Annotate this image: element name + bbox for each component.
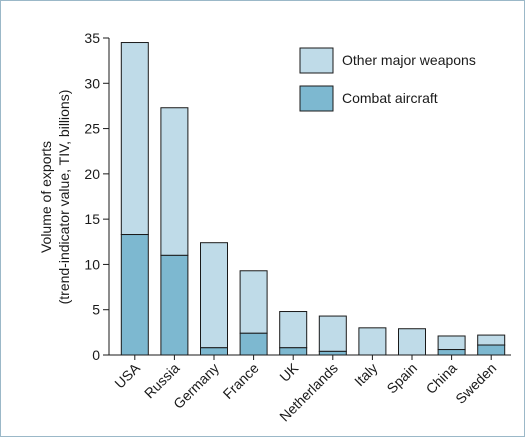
y-tick-label: 30 <box>84 75 100 91</box>
x-tick-label: Sweden <box>452 360 499 407</box>
legend: Other major weapons Combat aircraft <box>299 47 476 112</box>
y-tick-label: 15 <box>84 211 100 227</box>
bar-combat-aircraft <box>160 254 189 356</box>
bar-other-major-weapons <box>160 107 189 256</box>
x-tick-label: Italy <box>351 360 380 389</box>
bar-other-major-weapons <box>437 335 466 351</box>
bar-combat-aircraft <box>437 349 466 356</box>
y-tick-label: 5 <box>92 302 100 318</box>
y-axis-title-line1: Volume of exports <box>38 141 54 253</box>
y-tick-label: 0 <box>92 347 100 363</box>
x-tick-label: China <box>423 360 460 397</box>
bar-other-major-weapons <box>120 42 149 236</box>
y-tick-label: 35 <box>84 30 100 46</box>
x-tick-label: France <box>220 360 262 402</box>
bar-other-major-weapons <box>398 328 426 356</box>
legend-label: Combat aircraft <box>342 90 438 106</box>
y-tick-label: 20 <box>84 166 100 182</box>
legend-swatch <box>299 47 334 74</box>
legend-label: Other major weapons <box>342 52 476 68</box>
x-tick-label: USA <box>111 359 143 391</box>
bars <box>120 42 506 356</box>
bar-combat-aircraft <box>239 332 268 356</box>
bar-other-major-weapons <box>200 242 228 349</box>
bar-combat-aircraft <box>318 350 347 356</box>
y-tick-labels: 0 5 10 15 20 25 30 35 <box>84 30 100 363</box>
bar-other-major-weapons <box>358 327 387 356</box>
y-axis-title-line2: (trend-indicator value, TIV, billions) <box>56 90 72 305</box>
x-tick-label: Spain <box>383 360 420 397</box>
bar-combat-aircraft <box>120 234 149 356</box>
y-tick-label: 10 <box>84 256 100 272</box>
bar-combat-aircraft <box>279 347 308 356</box>
legend-swatch <box>299 85 334 112</box>
y-axis-title: Volume of exports (trend-indicator value… <box>38 90 72 305</box>
bar-other-major-weapons <box>239 270 268 334</box>
bar-combat-aircraft <box>200 347 228 356</box>
y-tick-label: 25 <box>84 121 100 137</box>
bar-other-major-weapons <box>318 315 347 352</box>
bar-combat-aircraft <box>477 344 506 356</box>
x-tick-label: UK <box>276 359 302 385</box>
bar-other-major-weapons <box>477 334 506 346</box>
bar-other-major-weapons <box>279 311 308 349</box>
